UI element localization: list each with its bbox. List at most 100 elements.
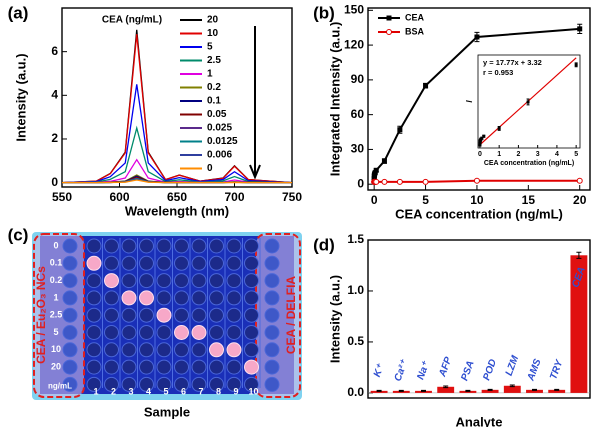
grid-v [259, 238, 261, 388]
column-label: 10 [248, 386, 258, 396]
error-bar [421, 389, 426, 392]
legend-marker [386, 15, 392, 21]
y-tick-label: 4 [51, 87, 58, 101]
well [226, 342, 242, 358]
well [104, 290, 119, 306]
well [174, 273, 189, 289]
well [139, 359, 154, 375]
marker [373, 178, 380, 185]
y-tick-label: 0 [51, 175, 58, 189]
series-line [61, 34, 293, 184]
row-label: 1 [53, 292, 58, 302]
x-axis-label: Analyte [456, 414, 503, 427]
grid-v [242, 238, 243, 388]
well [174, 359, 189, 375]
well [191, 342, 207, 358]
x-tick-label: 20 [573, 193, 587, 207]
well [209, 273, 224, 289]
well [209, 307, 224, 323]
column-label: 9 [233, 386, 238, 396]
x-tick-label: 3 [536, 151, 540, 158]
x-axis-label: Sample [144, 404, 190, 419]
y-tick-label: 30 [351, 142, 365, 156]
legend-label: 2.5 [207, 55, 221, 66]
well [244, 290, 259, 306]
well [244, 325, 259, 340]
bar [415, 390, 432, 393]
well [226, 273, 242, 289]
well [121, 325, 137, 340]
legend-label: 10 [207, 28, 219, 39]
well [62, 325, 78, 340]
well [62, 255, 78, 271]
error-bar [554, 388, 560, 391]
well [226, 359, 242, 375]
grid-v [207, 238, 208, 388]
well [62, 307, 78, 323]
well [174, 238, 189, 254]
error-bar [576, 251, 582, 259]
panel-label: (a) [8, 3, 29, 22]
well [174, 342, 189, 358]
x-tick-label: 0 [371, 193, 378, 207]
well [209, 376, 224, 392]
well [139, 255, 154, 271]
x-axis-label: Wavelength (nm) [125, 203, 229, 218]
well [174, 290, 189, 306]
column-label: 3 [128, 386, 133, 396]
well [191, 325, 207, 340]
well [156, 342, 172, 358]
well [121, 376, 137, 392]
legend-label: 0.05 [207, 109, 227, 120]
category-label: POD [481, 358, 499, 382]
legend-label: 0.1 [207, 96, 221, 107]
row-label: 10 [51, 344, 61, 354]
legend-label: 0 [207, 163, 213, 174]
well [62, 376, 78, 392]
grid-v [172, 238, 173, 388]
row-label: 5 [53, 327, 58, 337]
y-axis-label: I [465, 100, 474, 103]
column-label: 4 [146, 386, 151, 396]
y-tick-label: 90 [351, 72, 365, 86]
x-tick-label: 5 [422, 193, 429, 207]
well [139, 238, 154, 254]
legend-marker [386, 29, 392, 35]
well [86, 273, 102, 289]
bar [459, 390, 477, 393]
plot-frame [367, 239, 591, 399]
y-axis-label: Intensity (a.u.) [327, 275, 342, 363]
legend-label: 20 [207, 15, 219, 26]
bar [503, 385, 521, 393]
grid-v [189, 238, 191, 388]
plate-photo [32, 232, 302, 400]
legend-label: 5 [207, 42, 213, 53]
well [121, 342, 137, 358]
column-label: 6 [181, 386, 186, 396]
well [121, 255, 137, 271]
panel-label: (c) [8, 225, 29, 244]
y-tick-label: 1.5 [347, 232, 364, 246]
legend-title: CEA (ng/mL) [102, 15, 162, 26]
x-tick-label: 2 [516, 151, 520, 158]
well [156, 376, 172, 392]
left-label: CEA / Eu₂O₃ NCs [34, 266, 48, 364]
category-label: Ca²⁺ [393, 357, 411, 382]
error-bar [509, 384, 515, 388]
row-label: 20 [51, 361, 61, 371]
marker [422, 178, 429, 185]
well [209, 359, 224, 375]
well [174, 255, 189, 271]
well [174, 376, 189, 392]
well [86, 359, 102, 375]
column-label: 1 [93, 386, 98, 396]
column-label: 7 [198, 386, 203, 396]
well [264, 376, 280, 392]
row-label: 2.5 [50, 310, 63, 320]
marker [473, 177, 480, 184]
row-label: 0 [53, 240, 58, 250]
well [86, 325, 102, 340]
marker [577, 26, 583, 32]
right-label: CEA / DELFIA [284, 276, 298, 355]
column-label: 8 [216, 386, 221, 396]
